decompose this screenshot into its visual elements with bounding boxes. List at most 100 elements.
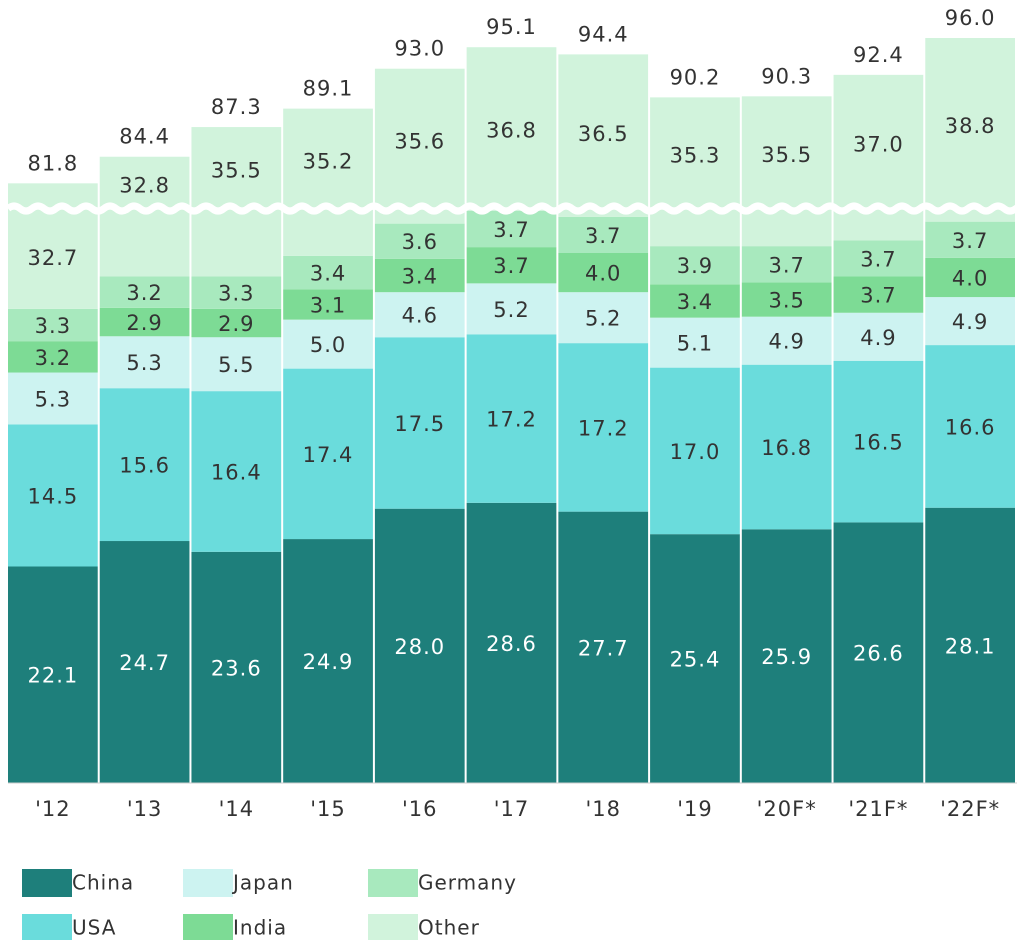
value-label: 3.7: [493, 254, 529, 278]
value-label: 3.7: [860, 247, 896, 271]
bar-segment: [374, 508, 465, 783]
value-label: 4.0: [585, 262, 621, 286]
value-label: 3.7: [493, 218, 529, 242]
bar-segment: [650, 246, 740, 285]
bar-segment: [741, 246, 832, 283]
x-tick-label: '22F*: [940, 797, 1000, 821]
legend-swatch: [183, 869, 233, 897]
value-label: 16.4: [211, 460, 262, 484]
bar-segment: [99, 307, 190, 337]
bar-segment: [283, 108, 373, 256]
bar-segment: [99, 388, 190, 542]
bar-segment: [466, 283, 557, 335]
value-label: 4.9: [768, 330, 804, 354]
bar-segment: [283, 289, 373, 320]
value-label: 3.5: [768, 289, 804, 313]
x-tick-label: '21F*: [848, 797, 908, 821]
bar-segment: [466, 47, 557, 211]
value-label: 23.6: [211, 656, 262, 680]
bar-segment: [283, 368, 373, 540]
bar-segment: [99, 541, 190, 783]
legend-label: Other: [418, 916, 480, 940]
bar-segment: [283, 539, 373, 783]
bar-segment: [8, 566, 98, 783]
value-label: 35.6: [394, 129, 445, 153]
value-label: 17.2: [578, 416, 629, 440]
bar-segment: [741, 96, 832, 247]
bar-segment: [650, 367, 740, 535]
value-label: 4.6: [402, 304, 438, 328]
bar-segment: [99, 156, 190, 277]
value-label: 36.5: [578, 122, 629, 146]
x-tick-label: '14: [219, 797, 255, 821]
value-label: 3.4: [677, 290, 713, 314]
bar-segment: [650, 317, 740, 368]
value-label: 28.0: [394, 635, 445, 659]
bar-segment: [283, 255, 373, 290]
x-tick-label: '20F*: [757, 797, 817, 821]
total-label: 92.4: [853, 43, 904, 67]
value-label: 36.8: [486, 119, 537, 143]
value-label: 3.7: [952, 229, 988, 253]
value-label: 3.4: [402, 265, 438, 289]
value-label: 15.6: [119, 454, 170, 478]
value-label: 32.8: [119, 173, 170, 197]
value-label: 5.1: [677, 332, 713, 356]
value-label: 2.9: [218, 312, 254, 336]
bar-segment: [374, 292, 465, 338]
bar-segment: [833, 276, 924, 313]
bar-segment: [99, 336, 190, 389]
bar-segment: [741, 529, 832, 783]
value-label: 26.6: [853, 642, 904, 666]
value-label: 5.5: [218, 353, 254, 377]
bar-segment: [374, 258, 465, 293]
value-label: 17.2: [486, 408, 537, 432]
bar-segment: [8, 308, 98, 342]
bar-segment: [925, 507, 1015, 783]
x-tick-label: '18: [585, 797, 621, 821]
bar-segment: [8, 341, 98, 373]
value-label: 32.7: [27, 246, 78, 270]
bar-segment: [8, 372, 98, 425]
legend-label: India: [233, 916, 287, 940]
value-label: 3.2: [35, 346, 71, 370]
bar-segment: [558, 253, 649, 293]
bar-segment: [374, 337, 465, 509]
value-label: 28.1: [945, 634, 996, 658]
value-label: 17.5: [394, 412, 445, 436]
bar-segment: [925, 38, 1015, 222]
bar-segment: [925, 345, 1015, 508]
value-label: 37.0: [853, 132, 904, 156]
total-label: 89.1: [303, 77, 354, 101]
bar-segment: [466, 502, 557, 783]
bar-segment: [741, 282, 832, 317]
value-label: 16.5: [853, 431, 904, 455]
value-label: 3.2: [126, 281, 162, 305]
bar-segment: [466, 334, 557, 503]
value-label: 3.3: [35, 314, 71, 338]
bar-segment: [741, 316, 832, 365]
value-label: 4.9: [952, 310, 988, 334]
x-tick-label: '17: [494, 797, 530, 821]
bar-segment: [558, 292, 649, 344]
value-label: 22.1: [27, 664, 78, 688]
value-label: 16.6: [945, 415, 996, 439]
value-label: 4.0: [952, 266, 988, 290]
bar-segment: [833, 240, 924, 277]
x-tick-label: '12: [35, 797, 71, 821]
bar-segment: [99, 276, 190, 308]
value-label: 38.8: [945, 114, 996, 138]
bar-segment: [191, 391, 282, 552]
bar-segment: [833, 360, 924, 523]
value-label: 3.4: [310, 262, 346, 286]
bar-segment: [558, 511, 649, 783]
total-label: 87.3: [211, 95, 262, 119]
value-label: 17.0: [670, 440, 721, 464]
value-label: 3.7: [768, 253, 804, 277]
legend-swatch: [368, 869, 418, 897]
value-label: 35.5: [211, 159, 262, 183]
value-label: 5.2: [585, 307, 621, 331]
value-label: 3.7: [585, 224, 621, 248]
value-label: 4.9: [860, 326, 896, 350]
bar-segment: [741, 364, 832, 530]
